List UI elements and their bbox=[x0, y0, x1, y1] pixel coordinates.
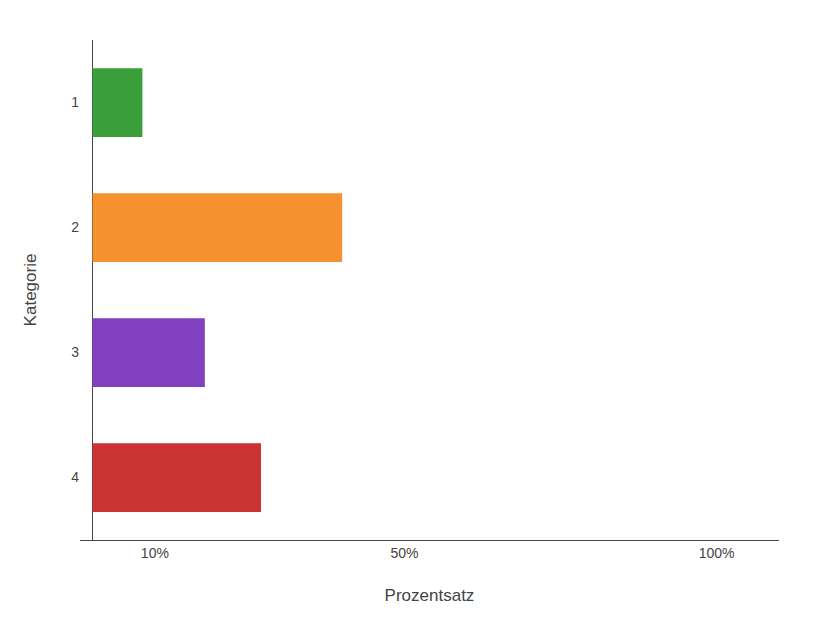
svg-text:1: 1 bbox=[71, 94, 79, 110]
svg-text:4: 4 bbox=[71, 469, 79, 485]
svg-text:100%: 100% bbox=[699, 545, 735, 561]
svg-text:2: 2 bbox=[71, 219, 79, 235]
svg-text:50%: 50% bbox=[391, 545, 419, 561]
svg-text:Kategorie: Kategorie bbox=[21, 254, 40, 327]
svg-text:3: 3 bbox=[71, 344, 79, 360]
svg-text:Prozentsatz: Prozentsatz bbox=[385, 586, 475, 605]
svg-text:10%: 10% bbox=[141, 545, 169, 561]
